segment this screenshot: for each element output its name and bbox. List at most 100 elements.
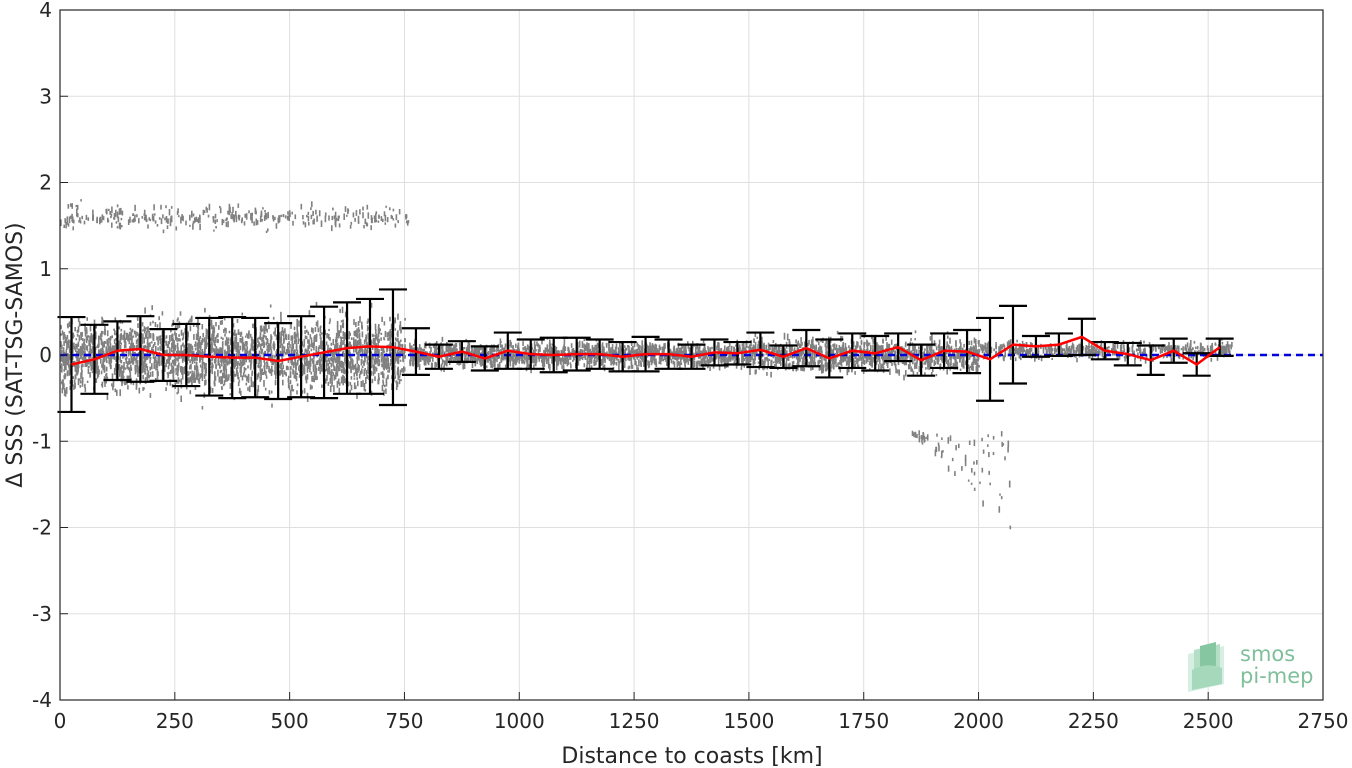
- scatter-point: [832, 359, 835, 365]
- scatter-point: [515, 350, 517, 358]
- scatter-point: [335, 339, 337, 343]
- scatter-point: [547, 363, 550, 366]
- scatter-point: [702, 340, 705, 343]
- scatter-point: [685, 347, 687, 354]
- scatter-point: [214, 336, 217, 343]
- scatter-point: [383, 363, 385, 367]
- scatter-point: [104, 341, 107, 344]
- scatter-point: [81, 357, 84, 361]
- scatter-point: [194, 355, 196, 362]
- scatter-point: [601, 359, 603, 365]
- scatter-point: [560, 358, 562, 362]
- scatter-point: [226, 362, 229, 366]
- scatter-point: [856, 362, 859, 367]
- scatter-point: [81, 346, 83, 354]
- scatter-point: [191, 345, 194, 350]
- scatter-point: [633, 342, 636, 348]
- scatter-point: [312, 363, 315, 366]
- scatter-point: [298, 367, 300, 371]
- scatter-point: [187, 331, 189, 337]
- scatter-point: [159, 322, 161, 329]
- scatter-point: [288, 375, 290, 378]
- scatter-point: [262, 352, 265, 356]
- scatter-point: [808, 361, 810, 368]
- scatter-point: [403, 350, 405, 358]
- scatter-point: [802, 358, 804, 363]
- scatter-point: [288, 214, 290, 221]
- scatter-point: [959, 368, 962, 371]
- scatter-point: [307, 331, 310, 336]
- scatter-point: [198, 344, 201, 349]
- scatter-point: [376, 336, 379, 342]
- scatter-point: [394, 342, 397, 347]
- scatter-point: [262, 339, 265, 346]
- scatter-point: [76, 371, 79, 375]
- scatter-point: [311, 385, 313, 389]
- scatter-point: [669, 350, 672, 354]
- scatter-point: [90, 337, 92, 343]
- scatter-point: [142, 329, 144, 332]
- scatter-point: [251, 372, 253, 377]
- scatter-point: [567, 359, 569, 362]
- scatter-point: [463, 362, 466, 369]
- scatter-point: [91, 370, 94, 374]
- scatter-point: [691, 352, 694, 357]
- scatter-point: [109, 361, 111, 367]
- scatter-point: [577, 345, 579, 350]
- scatter-point: [209, 359, 212, 365]
- scatter-point: [145, 214, 147, 222]
- scatter-point: [203, 210, 206, 214]
- scatter-point: [785, 360, 788, 367]
- scatter-point: [854, 363, 856, 368]
- scatter-point: [135, 357, 137, 361]
- scatter-point: [122, 334, 124, 340]
- scatter-point: [239, 366, 242, 373]
- scatter-point: [709, 367, 711, 371]
- scatter-point: [84, 330, 87, 337]
- scatter-point: [146, 330, 148, 336]
- scatter-point: [677, 342, 680, 350]
- scatter-point: [676, 355, 678, 362]
- scatter-point: [566, 360, 569, 367]
- scatter-point: [176, 365, 179, 370]
- scatter-point: [387, 362, 390, 369]
- scatter-point: [384, 214, 387, 222]
- scatter-point: [63, 351, 66, 355]
- scatter-point: [436, 347, 439, 350]
- scatter-point: [144, 345, 146, 349]
- scatter-point: [197, 378, 200, 383]
- scatter-point: [356, 359, 359, 364]
- scatter-point: [239, 359, 242, 364]
- scatter-point: [201, 375, 204, 382]
- scatter-point: [101, 318, 104, 322]
- scatter-point: [766, 372, 768, 376]
- scatter-point: [127, 350, 130, 357]
- scatter-point: [279, 337, 281, 344]
- scatter-point: [639, 345, 641, 349]
- scatter-point: [340, 376, 343, 384]
- scatter-point: [188, 347, 191, 354]
- scatter-point: [387, 338, 389, 341]
- scatter-point: [119, 389, 121, 397]
- scatter-point: [95, 331, 97, 339]
- scatter-point: [669, 355, 672, 361]
- scatter-point: [191, 379, 193, 386]
- scatter-point: [526, 344, 529, 350]
- scatter-point: [138, 387, 141, 394]
- scatter-point: [294, 331, 296, 336]
- scatter-point: [220, 376, 223, 382]
- scatter-point: [389, 350, 391, 357]
- scatter-point: [296, 318, 298, 325]
- scatter-point: [382, 371, 384, 379]
- scatter-point: [280, 350, 282, 357]
- scatter-point: [72, 364, 74, 367]
- scatter-point: [294, 375, 297, 379]
- scatter-point: [244, 213, 246, 218]
- scatter-point: [326, 333, 328, 339]
- scatter-point: [638, 360, 640, 367]
- scatter-point: [168, 371, 170, 374]
- scatter-point: [701, 357, 704, 363]
- scatter-point: [905, 359, 908, 366]
- scatter-point: [310, 339, 313, 346]
- scatter-point: [240, 338, 243, 344]
